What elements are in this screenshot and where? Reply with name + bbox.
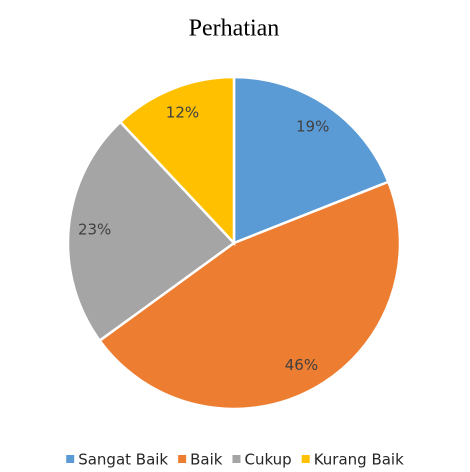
data-label: 12% <box>166 103 199 121</box>
pie-slice <box>232 75 390 245</box>
legend-label: Kurang Baik <box>314 451 404 469</box>
data-label: 46% <box>285 356 318 374</box>
legend-swatch <box>301 455 310 463</box>
legend-label: Baik <box>190 451 223 469</box>
pie-slice <box>118 75 236 247</box>
pie-slice <box>66 120 236 343</box>
legend-label: Cukup <box>244 451 291 469</box>
data-label: 23% <box>78 220 111 238</box>
legend-swatch <box>178 455 187 463</box>
legend-label: Sangat Baik <box>78 451 168 469</box>
legend-swatch <box>66 455 75 463</box>
legend-swatch <box>232 455 241 463</box>
pie-slice <box>97 180 402 411</box>
data-label: 19% <box>296 118 329 136</box>
chart-title: Perhatian <box>189 16 280 42</box>
legend: Sangat Baik Baik Cukup Kurang Baik <box>66 451 404 469</box>
